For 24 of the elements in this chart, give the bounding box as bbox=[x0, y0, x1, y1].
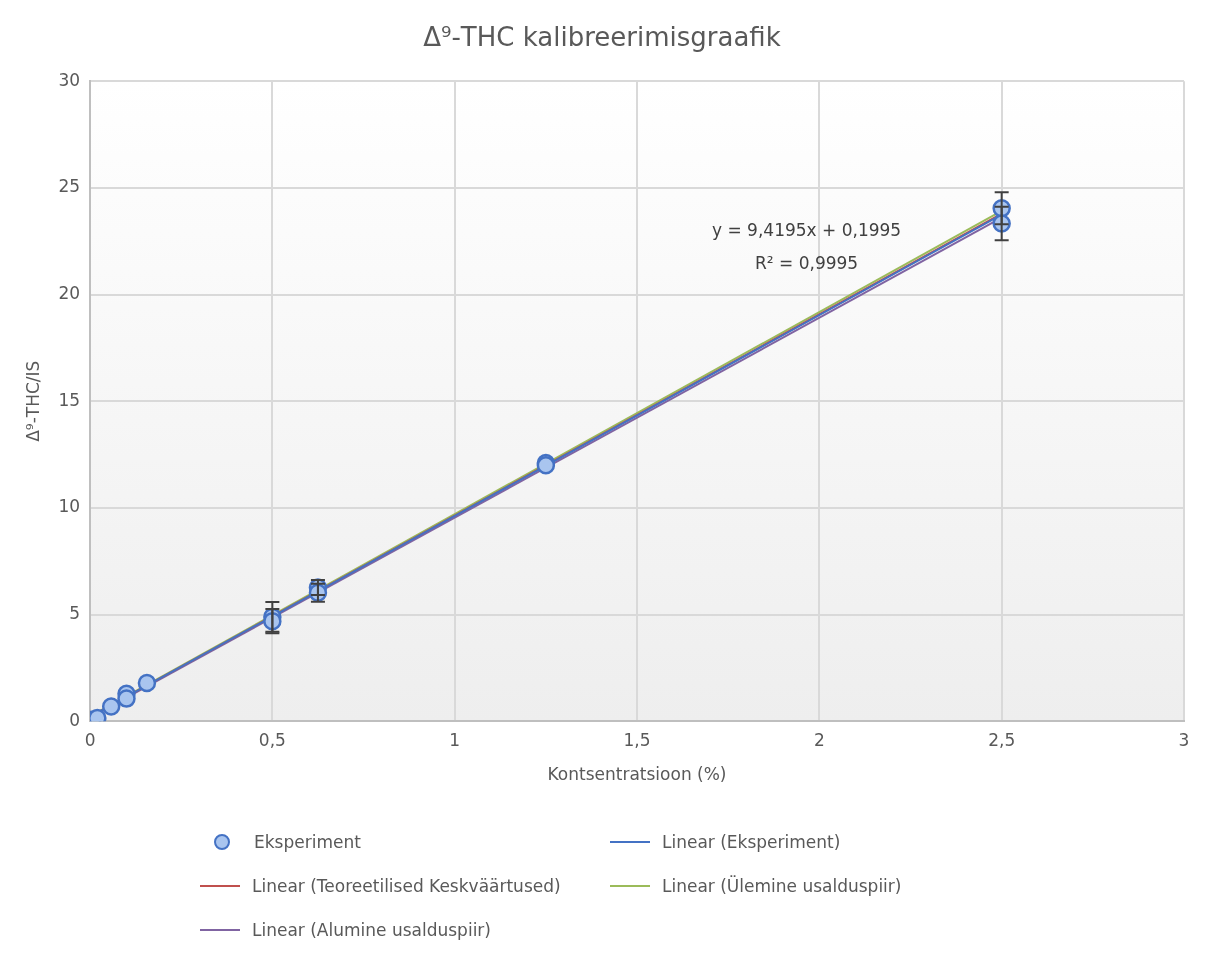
legend-label: Linear (Alumine usalduspiir) bbox=[252, 920, 491, 940]
x-tick-label: 0,5 bbox=[258, 729, 286, 750]
y-tick-label: 30 bbox=[58, 69, 81, 90]
legend-label: Linear (Eksperiment) bbox=[662, 832, 841, 852]
y-axis-title: Δ⁹-THC/IS bbox=[22, 360, 43, 442]
annotation: y = 9,4195x + 0,1995 bbox=[711, 220, 902, 241]
y-tick-label: 10 bbox=[58, 496, 81, 517]
x-axis-title: Kontsentratsioon (%) bbox=[547, 764, 727, 785]
legend-label: Linear (Teoreetilised Keskväärtused) bbox=[252, 876, 561, 896]
legend-label: Linear (Ülemine usalduspiir) bbox=[662, 876, 902, 896]
y-tick-label: 15 bbox=[58, 389, 81, 410]
x-tick-label: 1,5 bbox=[623, 729, 651, 750]
y-tick-label: 20 bbox=[58, 282, 81, 303]
x-tick-label: 0 bbox=[84, 729, 96, 750]
chart-title: Δ⁹-THC kalibreerimisgraafik bbox=[423, 22, 781, 53]
x-tick-label: 1 bbox=[449, 729, 461, 750]
x-tick-label: 2 bbox=[813, 729, 825, 750]
x-tick-label: 2,5 bbox=[988, 729, 1016, 750]
x-tick-label: 3 bbox=[1178, 729, 1190, 750]
y-tick-label: 5 bbox=[69, 602, 81, 623]
y-tick-label: 25 bbox=[58, 176, 81, 197]
annotation: R² = 0,9995 bbox=[755, 253, 859, 274]
y-tick-label: 0 bbox=[69, 709, 81, 730]
legend-label: Eksperiment bbox=[254, 832, 361, 852]
